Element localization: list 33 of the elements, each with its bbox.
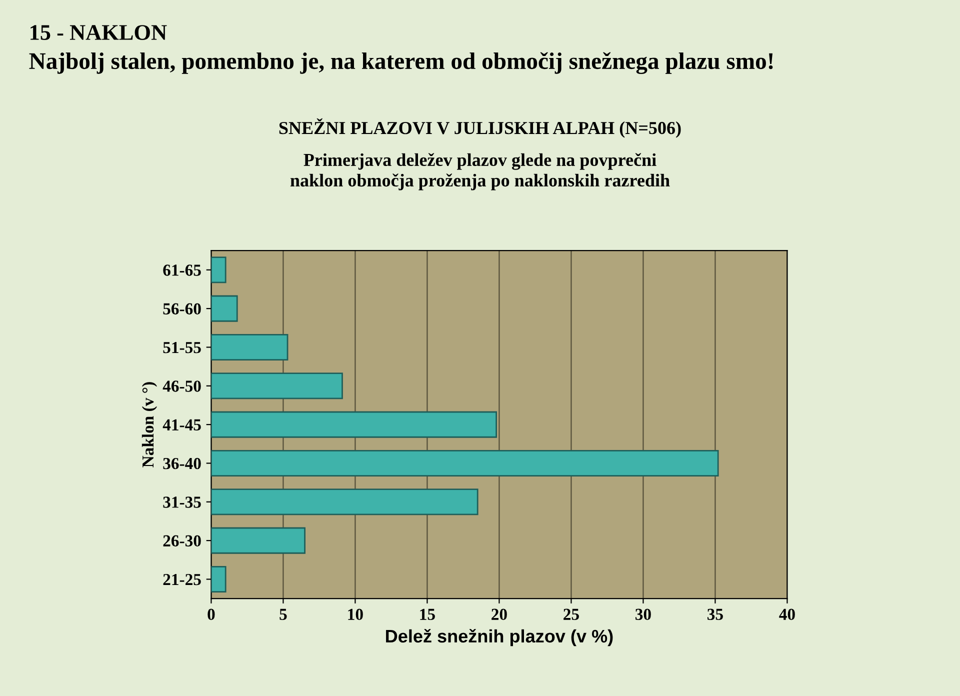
bar (211, 566, 226, 592)
x-tick-label: 30 (635, 608, 651, 620)
x-tick-label: 25 (564, 608, 579, 620)
x-tick-label: 35 (707, 608, 723, 620)
y-tick-label: 41-45 (162, 419, 201, 431)
y-tick-label: 56-60 (163, 303, 201, 315)
y-tick-label: 61-65 (163, 264, 201, 276)
text: Primerjava deležev plazov glede na povprečni naklon območja proženja po naklonskih razredih (290, 153, 670, 190)
x-tick-label: 10 (348, 608, 363, 620)
y-tick-label: 21-25 (163, 574, 201, 586)
x-tick-label: 5 (280, 608, 287, 620)
bar (211, 450, 719, 476)
chart-subtitle: Najbolj stalen, pomembno je, na katerem od območij snežnega plazu smo! (29, 52, 773, 74)
x-axis-title: Delež snežnih plazov (v %) (386, 628, 613, 646)
bar (211, 256, 226, 284)
bar (211, 488, 478, 516)
y-axis-title: Naklon (v °) (142, 382, 158, 468)
bar (211, 295, 238, 322)
x-tick-label: 15 (420, 608, 435, 620)
bar (211, 372, 343, 400)
y-tick-label: 51-55 (163, 342, 201, 354)
bar (211, 334, 288, 360)
text: SNEŽNI PLAZOVI V JULIJSKIH ALPAH (N=506) (279, 118, 681, 138)
y-tick-label: 26-30 (163, 535, 201, 547)
y-tick-label: 36-40 (163, 458, 201, 470)
y-tick-label: 31-35 (163, 496, 201, 508)
bar (211, 411, 498, 438)
x-tick-label: 20 (492, 608, 507, 620)
bar (211, 527, 306, 554)
x-tick-label: 0 (208, 608, 215, 620)
y-tick-label: 46-50 (162, 380, 201, 392)
x-tick-label: 40 (779, 608, 795, 620)
chart-title: 15 - NAKLON (30, 25, 167, 40)
